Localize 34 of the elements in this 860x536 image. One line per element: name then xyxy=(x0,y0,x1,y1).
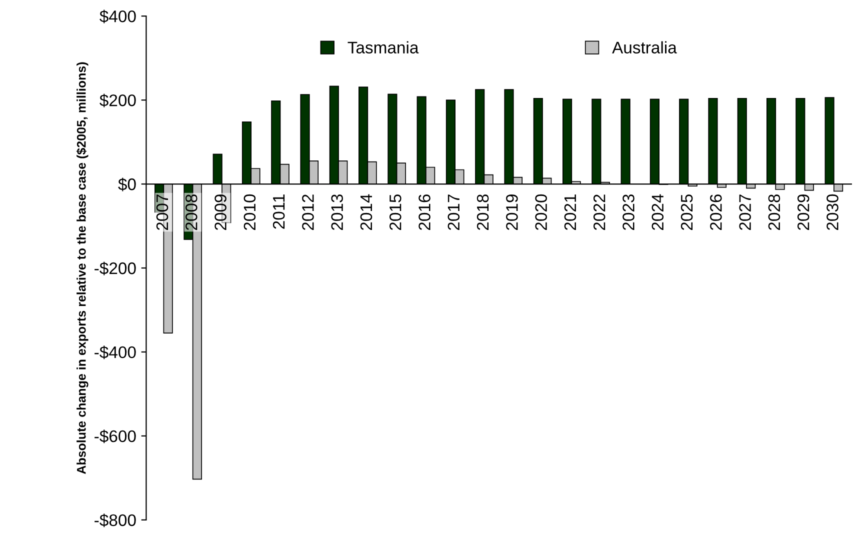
x-tick-label: 2012 xyxy=(302,194,314,230)
x-tick-label: 2021 xyxy=(564,194,576,230)
x-tick-label: 2023 xyxy=(622,194,634,230)
x-tick-label: 2027 xyxy=(739,194,751,230)
x-tick-label: 2013 xyxy=(331,194,343,230)
y-tick-label: -$600 xyxy=(94,430,136,444)
x-tick-label: 2008 xyxy=(185,194,198,230)
x-tick-label: 2019 xyxy=(506,194,518,230)
x-tick-label: 2011 xyxy=(272,194,285,229)
x-tick-label: 2018 xyxy=(476,194,489,230)
y-axis-title: Absolute change in exports relative to the base case ($2005, millions) xyxy=(76,62,88,474)
x-tick-label: 2024 xyxy=(652,194,664,230)
x-tick-label: 2020 xyxy=(535,194,547,230)
y-tick-label: -$200 xyxy=(94,262,136,276)
y-tick-label: -$800 xyxy=(94,514,136,528)
y-tick-label: $400 xyxy=(100,10,136,24)
x-tick-label: 2026 xyxy=(710,194,722,230)
x-tick-label: 2030 xyxy=(826,194,838,230)
x-tick-label: 2028 xyxy=(768,194,780,230)
y-tick-label: $0 xyxy=(118,178,136,192)
x-tick-label: 2022 xyxy=(593,194,606,230)
x-tick-label: 2029 xyxy=(797,194,810,230)
x-tick-label: 2025 xyxy=(680,194,693,230)
x-tick-label: 2015 xyxy=(389,194,402,230)
legend-label: Tasmania xyxy=(348,41,419,54)
y-tick-label: $200 xyxy=(100,94,136,108)
x-tick-label: 2014 xyxy=(360,194,372,230)
x-tick-label: 2009 xyxy=(214,194,226,230)
legend-label: Australia xyxy=(612,41,677,54)
x-tick-label: 2007 xyxy=(156,194,168,230)
x-tick-label: 2010 xyxy=(244,194,256,230)
y-tick-label: -$400 xyxy=(94,346,136,360)
x-tick-label: 2017 xyxy=(448,194,460,230)
x-tick-label: 2016 xyxy=(418,194,430,230)
